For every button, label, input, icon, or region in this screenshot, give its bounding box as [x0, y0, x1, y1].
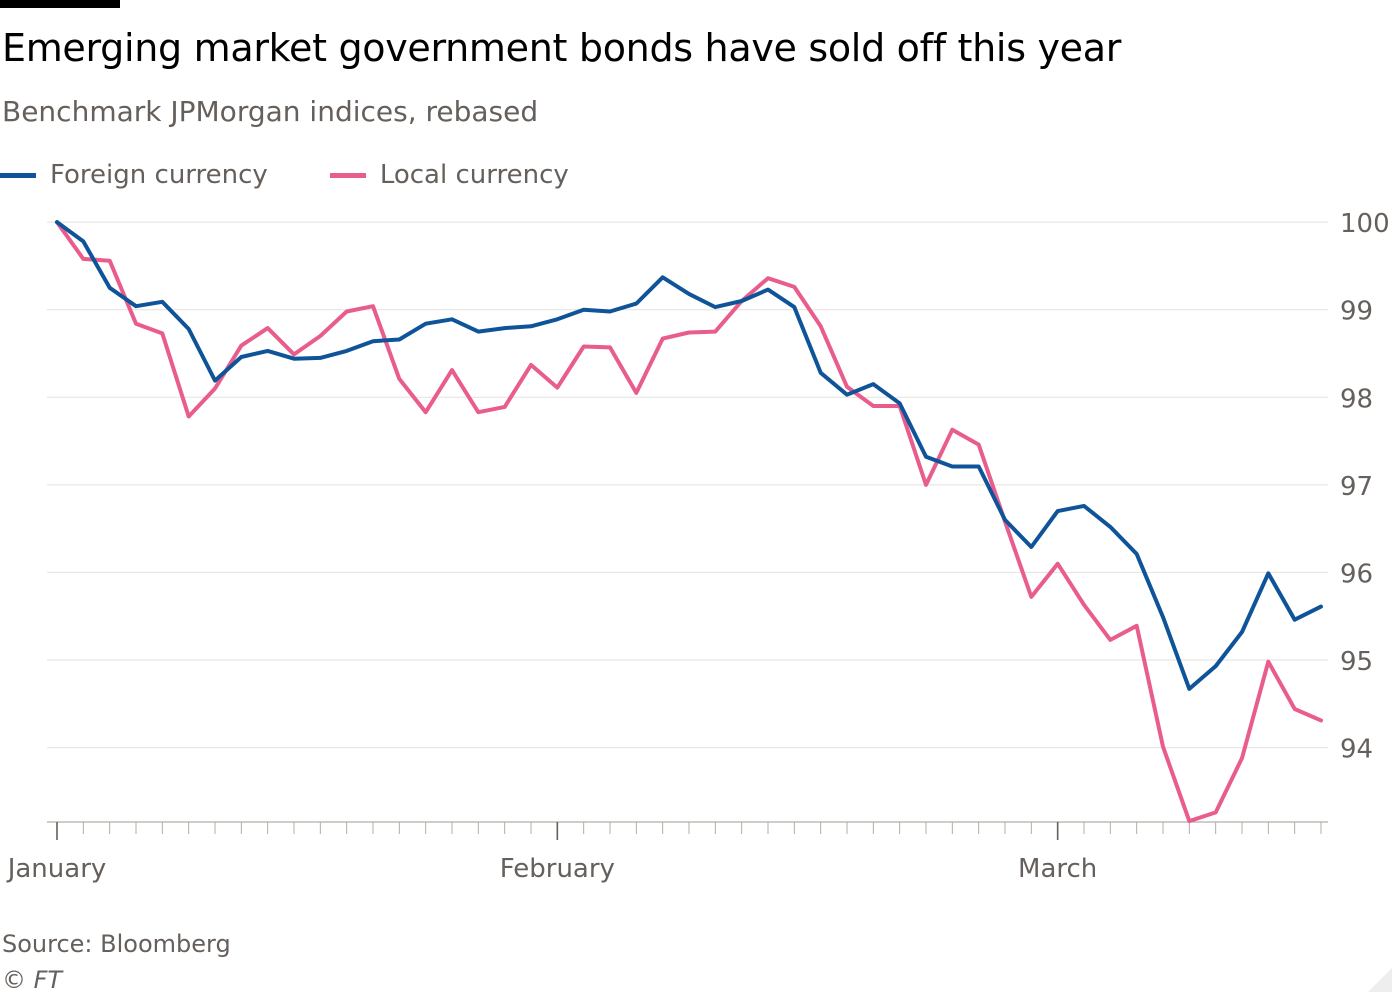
y-tick-label-95: 95: [1340, 647, 1373, 677]
legend-swatch-foreign-currency: [0, 172, 36, 178]
y-axis: 94 95 96 97 98 99 100: [1340, 209, 1390, 764]
x-tick-label-february: February: [500, 854, 615, 884]
source-note: Source: Bloomberg: [2, 930, 231, 958]
legend-label-foreign-currency: Foreign currency: [50, 160, 268, 190]
series-line-local-currency: [55, 220, 1323, 824]
legend-label-local-currency: Local currency: [379, 160, 569, 190]
x-tick-label-january: January: [6, 854, 107, 884]
legend: Foreign currency Local currency: [0, 158, 631, 192]
x-tick-label-march: March: [1018, 854, 1097, 884]
y-tick-label-96: 96: [1340, 559, 1373, 589]
copyright-credit: © FT: [2, 966, 63, 994]
y-tick-label-97: 97: [1340, 472, 1373, 502]
y-tick-label-98: 98: [1340, 384, 1373, 414]
chart-subtitle: Benchmark JPMorgan indices, rebased: [2, 95, 539, 128]
gridlines: [47, 221, 1328, 749]
chart-title: Emerging market government bonds have so…: [2, 26, 1122, 70]
series-lines: [55, 220, 1323, 824]
top-rule: [0, 0, 120, 8]
corner-mark: [1368, 968, 1392, 992]
x-axis: January February March: [6, 821, 1328, 884]
y-tick-label-100: 100: [1340, 209, 1390, 239]
series-line-foreign-currency: [55, 220, 1323, 691]
legend-item-foreign-currency: Foreign currency: [0, 160, 268, 190]
y-tick-label-99: 99: [1340, 297, 1373, 327]
y-tick-label-94: 94: [1340, 735, 1373, 765]
legend-swatch-local-currency: [329, 172, 366, 178]
legend-item-local-currency: Local currency: [329, 160, 569, 190]
